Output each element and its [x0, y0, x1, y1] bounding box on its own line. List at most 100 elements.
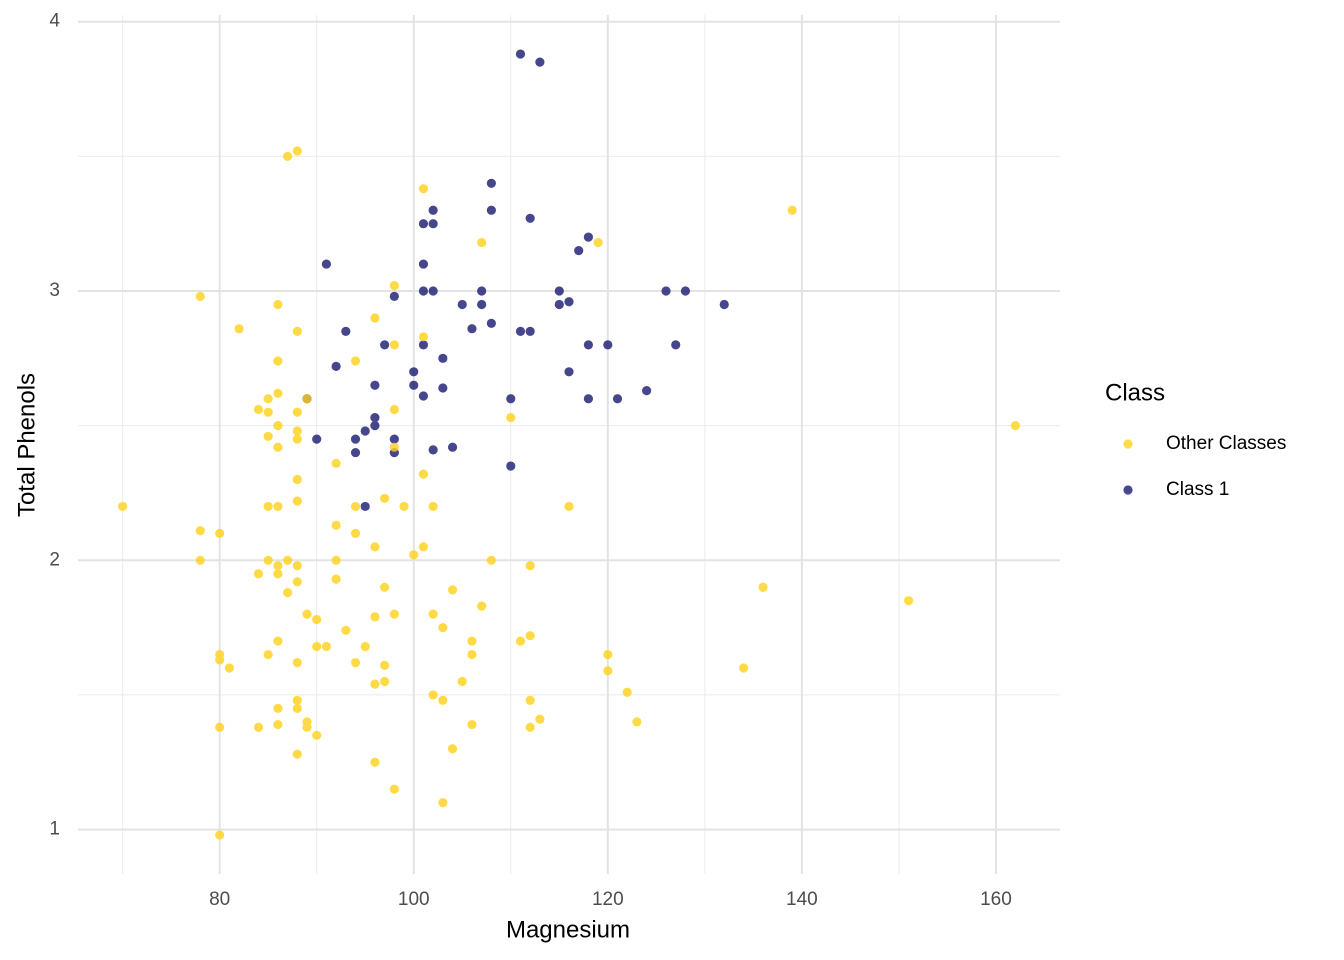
point	[302, 609, 312, 619]
point	[409, 380, 419, 390]
point	[360, 426, 370, 436]
point	[564, 501, 574, 512]
point	[263, 555, 273, 565]
point	[331, 458, 341, 468]
point	[215, 722, 225, 732]
point	[389, 291, 399, 301]
point	[263, 394, 273, 404]
point	[263, 407, 273, 417]
point	[428, 690, 438, 700]
point	[350, 528, 361, 538]
point	[321, 259, 332, 269]
point	[525, 631, 535, 641]
point	[312, 434, 322, 444]
point	[719, 299, 729, 310]
point	[263, 649, 273, 660]
point	[525, 695, 535, 705]
x-axis-title: Magnesium	[506, 916, 630, 943]
point	[263, 501, 273, 512]
point	[370, 679, 380, 689]
point	[506, 394, 516, 404]
point	[253, 722, 264, 732]
y-tick-label: 3	[49, 280, 60, 301]
point	[612, 394, 623, 404]
x-tick-label: 140	[786, 889, 818, 910]
point	[292, 749, 302, 759]
series	[118, 146, 1020, 840]
point	[370, 612, 380, 622]
point	[273, 561, 283, 571]
point	[418, 391, 429, 401]
point	[593, 237, 603, 248]
point	[389, 281, 399, 291]
point	[467, 719, 477, 730]
point	[312, 641, 322, 652]
legend-marker	[1123, 439, 1133, 449]
point	[428, 445, 438, 455]
point	[564, 367, 574, 377]
point	[389, 442, 399, 452]
point	[632, 717, 642, 727]
point	[282, 151, 293, 161]
point	[234, 324, 244, 334]
point	[418, 219, 429, 229]
point	[389, 609, 399, 619]
point	[428, 219, 438, 229]
point	[195, 526, 205, 536]
point	[292, 434, 302, 444]
point	[312, 730, 322, 740]
point	[253, 569, 264, 579]
point	[486, 555, 496, 565]
point	[292, 703, 302, 713]
x-tick-label: 160	[980, 889, 1012, 910]
point	[273, 442, 283, 452]
point	[418, 259, 429, 269]
point	[215, 655, 225, 665]
x-tick-label: 120	[592, 889, 624, 910]
y-tick-label: 2	[49, 549, 60, 570]
point	[525, 213, 535, 223]
point	[389, 784, 399, 794]
legend-marker	[1123, 485, 1133, 495]
legend-label: Class 1	[1166, 479, 1229, 500]
point	[418, 286, 429, 296]
point	[215, 830, 225, 840]
point	[273, 356, 283, 366]
point	[409, 367, 419, 377]
point	[331, 520, 341, 530]
point	[350, 434, 361, 444]
point	[409, 550, 419, 560]
legend-label: Other Classes	[1166, 433, 1286, 454]
point	[195, 291, 205, 301]
point	[370, 313, 380, 323]
point	[380, 493, 390, 503]
y-tick-label: 1	[49, 819, 60, 840]
point	[583, 340, 594, 350]
point	[428, 501, 438, 512]
point	[486, 178, 496, 188]
point	[457, 676, 467, 687]
x-tick-label: 80	[209, 889, 230, 910]
point	[428, 286, 438, 296]
point	[273, 719, 283, 730]
point	[292, 426, 302, 436]
legend-title: Class	[1105, 379, 1165, 406]
point	[574, 246, 584, 256]
point	[904, 596, 914, 606]
point	[477, 299, 487, 310]
point	[292, 561, 302, 571]
point	[486, 205, 496, 215]
point	[1010, 421, 1020, 431]
point	[273, 388, 283, 398]
point	[118, 501, 128, 512]
point	[380, 340, 390, 350]
point	[273, 636, 283, 646]
point	[477, 601, 487, 611]
point	[292, 577, 302, 587]
point	[447, 585, 458, 595]
point	[438, 353, 448, 363]
point	[224, 663, 234, 673]
point	[370, 421, 380, 431]
point	[263, 431, 273, 442]
